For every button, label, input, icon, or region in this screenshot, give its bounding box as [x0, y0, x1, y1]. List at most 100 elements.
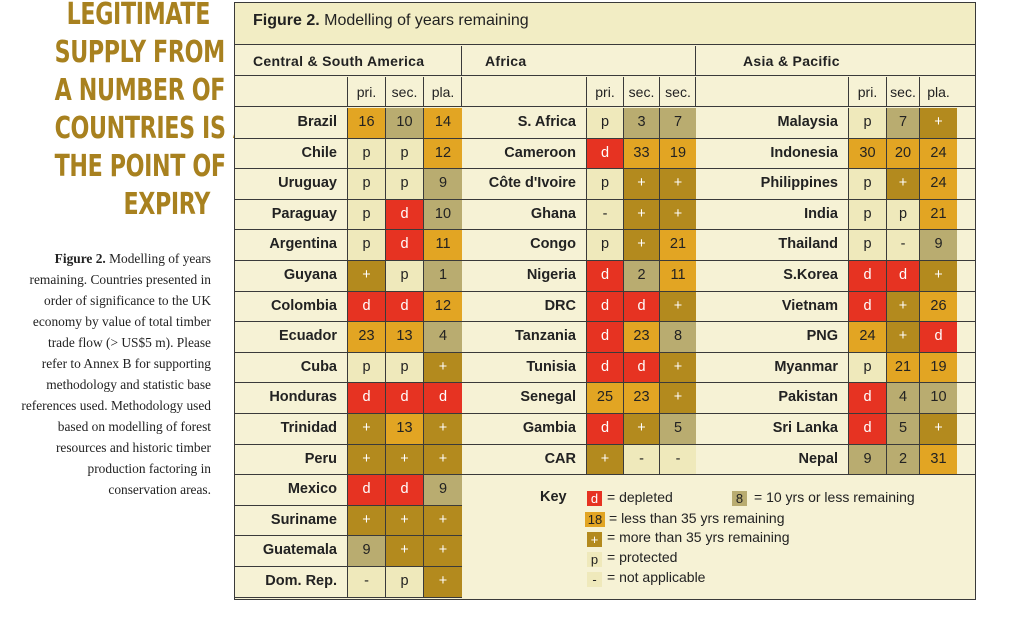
- value-cell-pri: d: [848, 383, 886, 413]
- value-cell-sec: 11: [659, 261, 696, 291]
- value-cell-pri: -: [586, 199, 623, 230]
- value-cell-sec: d: [385, 291, 423, 322]
- value-cell-pri: d: [848, 291, 886, 322]
- country-name: Ghana: [530, 205, 576, 222]
- value-cell-sec: +: [659, 291, 696, 322]
- country-name: Paraguay: [271, 205, 337, 222]
- country-name: Peru: [304, 450, 337, 467]
- value-cell-pri: d: [586, 138, 623, 169]
- value-cell-sec: d: [385, 199, 423, 230]
- table-row-thailand: Thailand p -9: [696, 230, 975, 261]
- value-cell-pla: +: [423, 567, 462, 597]
- table-row-india: India p p 21: [696, 199, 975, 231]
- value-cell-sec: 5: [659, 414, 696, 444]
- headline-line: A NUMBER OF: [54, 73, 226, 108]
- table-row-senegal: Senegal 25 23 +: [462, 383, 696, 414]
- region-header-central-south-america: Central & South America: [235, 46, 462, 76]
- key-legend: Key d = depleted 8 = 10 yrs or less remainin…: [462, 475, 975, 599]
- value-cell-pla: 26: [919, 291, 957, 322]
- value-cell-sec: d: [623, 291, 659, 322]
- value-cell-sec: -: [623, 444, 659, 475]
- value-cell-pri: +: [347, 444, 385, 475]
- value-cell-pri: d: [586, 352, 623, 383]
- table-row-malaysia: Malaysia p 7 +: [696, 108, 975, 139]
- country-name: Nepal: [798, 450, 839, 467]
- column-header-sec: sec.: [659, 77, 696, 107]
- value-cell-pri: p: [586, 230, 623, 260]
- table-row-nigeria: Nigeria d 2 11: [462, 261, 696, 292]
- value-cell-pla: +: [919, 108, 957, 138]
- value-cell-sec: 23: [623, 322, 659, 352]
- value-cell-sec: +: [659, 169, 696, 199]
- value-cell-sec: p: [385, 567, 423, 597]
- value-cell-pla: +: [423, 414, 462, 444]
- figure-title-text: Modelling of years remaining: [319, 12, 529, 29]
- value-cell-sec: 13: [385, 414, 423, 444]
- caption-label: Figure 2.: [54, 251, 106, 266]
- key-text: = 10 yrs or less remaining: [754, 489, 915, 505]
- value-cell-pla: 12: [423, 138, 462, 169]
- value-cell-sec: +: [623, 230, 659, 260]
- key-swatch-k: 8: [732, 491, 747, 506]
- country-name: Mexico: [287, 481, 337, 498]
- value-cell-pri: d: [848, 261, 886, 291]
- figure-title: Figure 2. Modelling of years remaining: [235, 3, 975, 45]
- key-swatch-g: +: [587, 532, 602, 547]
- value-cell-pri: d: [347, 475, 385, 505]
- key-swatch-o: 18: [585, 512, 605, 527]
- country-name: Sri Lanka: [772, 420, 838, 436]
- value-cell-sec: p: [385, 261, 423, 291]
- value-cell-pla: 9: [423, 169, 462, 199]
- column-header-row: pri. sec. pla.: [235, 77, 462, 107]
- value-cell-sec: 4: [886, 383, 919, 413]
- value-cell-sec: 7: [886, 108, 919, 138]
- table-row-chile: Chile p p 12: [235, 138, 462, 170]
- value-cell-pri: p: [347, 138, 385, 169]
- country-name: Chile: [301, 144, 337, 161]
- country-name: Gambia: [522, 420, 576, 436]
- country-name: Myanmar: [774, 358, 838, 375]
- value-cell-sec: -: [886, 230, 919, 260]
- value-cell-pla: 11: [423, 230, 462, 260]
- value-cell-pri: 25: [586, 383, 623, 413]
- table-row-sri-lanka: Sri Lanka d 5 +: [696, 414, 975, 445]
- country-name: Colombia: [270, 297, 337, 314]
- key-text: = protected: [607, 549, 678, 565]
- value-cell-sec: +: [385, 505, 423, 536]
- value-cell-sec: d: [385, 475, 423, 505]
- country-name: Senegal: [520, 389, 576, 406]
- value-cell-sec: 7: [659, 108, 696, 138]
- value-cell-pla: +: [423, 505, 462, 536]
- value-cell-sec: p: [385, 138, 423, 169]
- value-cell-sec: +: [659, 352, 696, 383]
- country-name: Guatemala: [262, 542, 337, 559]
- figure-table: Figure 2. Modelling of years remaining C…: [234, 2, 976, 600]
- value-cell-sec: 13: [385, 322, 423, 352]
- value-cell-pri: d: [586, 322, 623, 352]
- headline-line: LEGITIMATE: [66, 0, 211, 32]
- value-cell-pri: +: [347, 414, 385, 444]
- value-cell-pla: 24: [919, 138, 957, 169]
- table-row-paraguay: Paraguay p d 10: [235, 199, 462, 231]
- value-cell-pla: +: [423, 352, 462, 383]
- table-row-congo: Congo p +21: [462, 230, 696, 261]
- value-cell-pri: +: [347, 505, 385, 536]
- key-swatch-n: -: [587, 572, 602, 587]
- table-row-honduras: Honduras d d d: [235, 383, 462, 414]
- value-cell-pla: 19: [919, 352, 957, 383]
- country-name: Uruguay: [278, 175, 337, 192]
- column-header-pri: pri.: [848, 77, 886, 107]
- value-cell-sec: 20: [886, 138, 919, 169]
- value-cell-sec: +: [385, 536, 423, 566]
- value-cell-pri: p: [347, 199, 385, 230]
- key-label: Key: [540, 489, 567, 505]
- country-name: Ecuador: [278, 328, 337, 345]
- table-row-ecuador: Ecuador 23 13 4: [235, 322, 462, 353]
- value-cell-sec: 2: [886, 444, 919, 475]
- country-name: India: [804, 205, 838, 222]
- country-name: Tanzania: [515, 328, 576, 345]
- table-row-myanmar: Myanmar p 21 19: [696, 352, 975, 384]
- value-cell-pla: 1: [423, 261, 462, 291]
- table-row-c-te-d-ivoire: Côte d'Ivoire p + +: [462, 169, 696, 200]
- value-cell-pri: p: [347, 230, 385, 260]
